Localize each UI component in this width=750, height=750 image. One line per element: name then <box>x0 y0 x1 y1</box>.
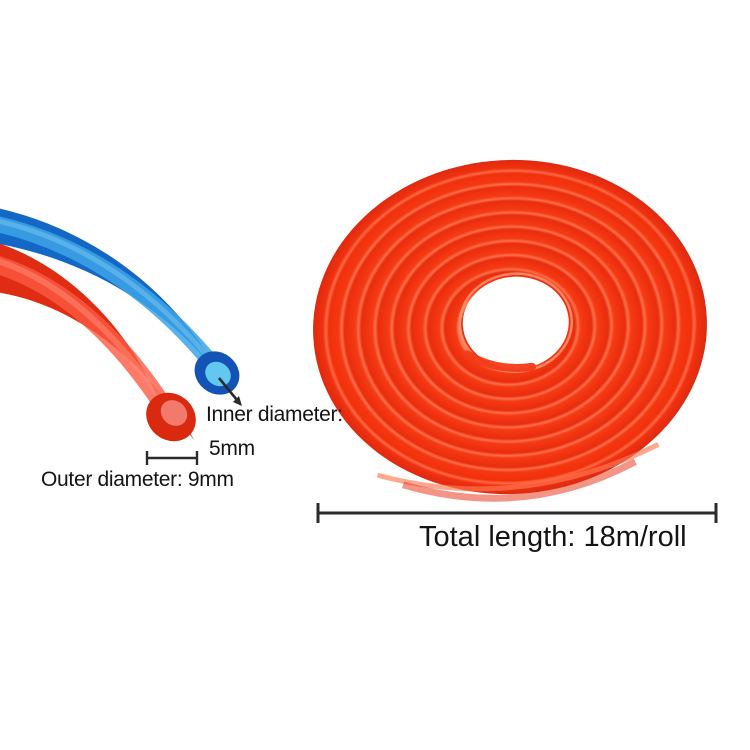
inner-diameter-label: Inner diameter: <box>206 403 343 426</box>
red-tube-inner-hole <box>160 400 188 426</box>
coil-inner-strand-end <box>463 350 537 372</box>
red-tube-gloss <box>0 258 165 403</box>
blue-tube-body <box>0 208 231 391</box>
blue-tube <box>0 208 240 395</box>
inner-diameter-value: 5mm <box>209 437 255 460</box>
inner-diameter-leader-arrow <box>217 377 242 406</box>
inner-diameter-dimension-line <box>145 451 199 465</box>
red-tube <box>0 243 196 442</box>
coil-center-hole <box>462 276 569 369</box>
red-tube-coil <box>313 159 707 502</box>
leader-line <box>217 377 239 401</box>
total-length-label: Total length: 18m/roll <box>419 521 687 553</box>
outer-diameter-label: Outer diameter: 9mm <box>41 468 234 491</box>
coil-bottom-strand-shadow <box>402 458 637 502</box>
leader-arrowhead <box>233 396 242 406</box>
coil-bottom-strand-highlight <box>376 442 660 492</box>
blue-tube-gloss <box>0 219 209 358</box>
total-length-dimension-line <box>316 503 718 523</box>
blue-tube-inner-hole <box>205 361 231 387</box>
